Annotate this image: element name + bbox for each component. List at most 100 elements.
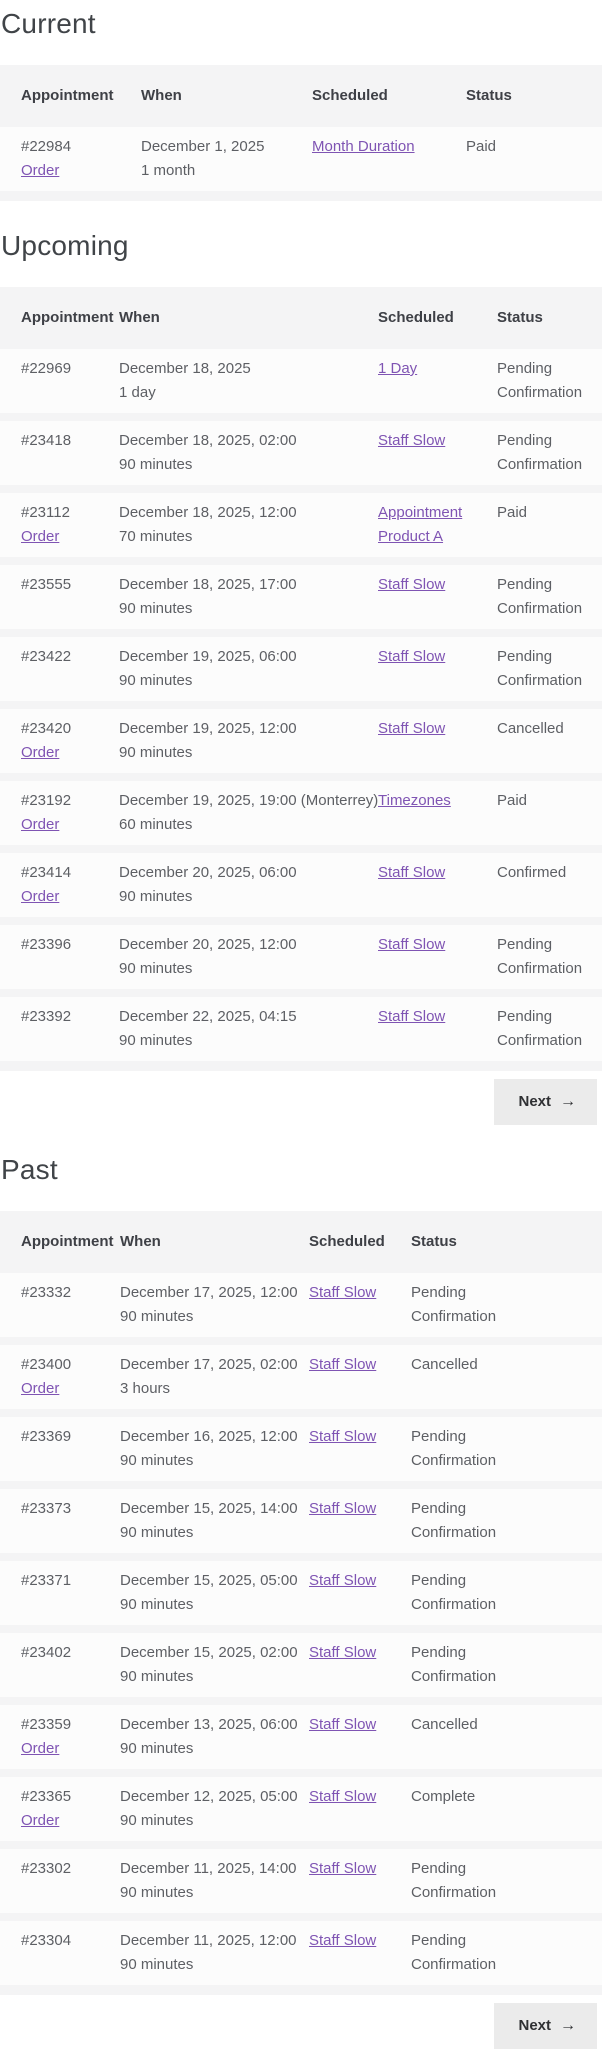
when-cell: December 11, 2025, 12:00 90 minutes [120,1929,309,1977]
scheduled-product-link[interactable]: Staff Slow [309,1788,377,1805]
status-text: Pending Confirmation [497,432,583,473]
appointment-id: #23304 [21,1932,72,1949]
order-link[interactable]: Order [21,1812,60,1829]
appointment-cell: #23420 Order [0,717,119,765]
when-cell: December 1, 2025 1 month [141,135,312,183]
status-text: Pending Confirmation [411,1932,497,1973]
scheduled-cell: Staff Slow [378,645,497,669]
when-duration: 90 minutes [119,456,193,473]
when-cell: December 15, 2025, 14:00 90 minutes [120,1497,309,1545]
when-cell: December 15, 2025, 02:00 90 minutes [120,1641,309,1689]
order-link[interactable]: Order [21,816,60,833]
scheduled-product-link[interactable]: Timezones [378,792,451,809]
status-text: Paid [497,792,528,809]
status-text: Complete [411,1788,476,1805]
when-cell: December 19, 2025, 06:00 90 minutes [119,645,378,693]
when-date: December 15, 2025, 05:00 [120,1572,298,1589]
status-text: Pending Confirmation [411,1860,497,1901]
status-text: Paid [497,504,528,521]
table-header-row: Appointment When Scheduled Status [0,1211,602,1273]
scheduled-product-link[interactable]: Staff Slow [309,1572,377,1589]
scheduled-product-link[interactable]: Staff Slow [309,1932,377,1949]
table-row: #23402 December 15, 2025, 02:00 90 minutes… [0,1633,602,1697]
scheduled-cell: Staff Slow [309,1497,411,1521]
scheduled-product-link[interactable]: Staff Slow [378,648,446,665]
scheduled-product-link[interactable]: Appointment Product A [378,504,463,545]
order-link[interactable]: Order [21,162,60,179]
when-cell: December 16, 2025, 12:00 90 minutes [120,1425,309,1473]
scheduled-product-link[interactable]: Staff Slow [309,1644,377,1661]
appointment-id: #23396 [21,936,72,953]
when-duration: 90 minutes [120,1668,194,1685]
scheduled-product-link[interactable]: Staff Slow [378,720,446,737]
appointment-id: #23420 [21,720,72,737]
scheduled-product-link[interactable]: Staff Slow [309,1860,377,1877]
when-date: December 18, 2025 [119,360,251,377]
scheduled-cell: Staff Slow [378,573,497,597]
when-duration: 1 day [119,384,156,401]
scheduled-product-link[interactable]: Staff Slow [378,1008,446,1025]
table-row: #23414 Order December 20, 2025, 06:00 90 mi… [0,853,602,917]
when-date: December 16, 2025, 12:00 [120,1428,298,1445]
scheduled-product-link[interactable]: Staff Slow [309,1428,377,1445]
table-row: #22984 Order December 1, 2025 1 month Month … [0,127,602,191]
column-header-when: When [119,309,160,326]
order-link[interactable]: Order [21,1740,60,1757]
appointment-id: #23192 [21,792,72,809]
scheduled-product-link[interactable]: 1 Day [378,360,418,377]
table-row: #23302 December 11, 2025, 14:00 90 minutes… [0,1849,602,1913]
column-header-status: Status [411,1233,457,1250]
scheduled-product-link[interactable]: Staff Slow [309,1500,377,1517]
status-text: Pending Confirmation [411,1644,497,1685]
when-cell: December 20, 2025, 12:00 90 minutes [119,933,378,981]
appointment-id: #23373 [21,1500,72,1517]
status-text: Confirmed [497,864,567,881]
scheduled-product-link[interactable]: Staff Slow [378,864,446,881]
appointment-cell: #23392 [0,1005,119,1029]
appointment-cell: #23422 [0,645,119,669]
appointment-id: #23332 [21,1284,72,1301]
when-date: December 19, 2025, 06:00 [119,648,297,665]
appointment-cell: #23371 [0,1569,120,1593]
appointment-id: #23422 [21,648,72,665]
when-duration: 90 minutes [119,600,193,617]
when-cell: December 18, 2025 1 day [119,357,378,405]
table-row: #22969 December 18, 2025 1 day 1 Day Pending… [0,349,602,413]
scheduled-product-link[interactable]: Staff Slow [378,432,446,449]
when-duration: 3 hours [120,1380,171,1397]
when-date: December 17, 2025, 12:00 [120,1284,298,1301]
when-duration: 90 minutes [120,1740,194,1757]
appointment-id: #23359 [21,1716,72,1733]
appointment-cell: #23369 [0,1425,120,1449]
table-row: #23371 December 15, 2025, 05:00 90 minutes… [0,1561,602,1625]
when-duration: 1 month [141,162,196,179]
status-text: Pending Confirmation [411,1572,497,1613]
table-row: #23373 December 15, 2025, 14:00 90 minutes… [0,1489,602,1553]
table-header-row: Appointment When Scheduled Status [0,65,602,127]
order-link[interactable]: Order [21,888,60,905]
section-title-upcoming: Upcoming [1,230,129,261]
scheduled-product-link[interactable]: Staff Slow [309,1284,377,1301]
scheduled-product-link[interactable]: Staff Slow [309,1716,377,1733]
scheduled-product-link[interactable]: Staff Slow [309,1356,377,1373]
when-cell: December 22, 2025, 04:15 90 minutes [119,1005,378,1053]
order-link[interactable]: Order [21,528,60,545]
next-button-label: Next [518,1093,551,1110]
next-page-button[interactable]: Next → [494,2003,597,2049]
scheduled-cell: Appointment Product A [378,501,497,549]
status-text: Pending Confirmation [497,360,583,401]
appointment-cell: #23112 Order [0,501,119,549]
when-date: December 20, 2025, 12:00 [119,936,297,953]
scheduled-product-link[interactable]: Staff Slow [378,576,446,593]
when-date: December 18, 2025, 12:00 [119,504,297,521]
past-appointments-table: Appointment When Scheduled Status #23332 Dece… [0,1211,602,1995]
scheduled-product-link[interactable]: Month Duration [312,138,415,155]
order-link[interactable]: Order [21,1380,60,1397]
table-row: #23192 Order December 19, 2025, 19:00 (Mon… [0,781,602,845]
when-duration: 90 minutes [120,1812,194,1829]
scheduled-product-link[interactable]: Staff Slow [378,936,446,953]
order-link[interactable]: Order [21,744,60,761]
when-cell: December 18, 2025, 17:00 90 minutes [119,573,378,621]
appointment-cell: #23396 [0,933,119,957]
next-page-button[interactable]: Next → [494,1079,597,1125]
